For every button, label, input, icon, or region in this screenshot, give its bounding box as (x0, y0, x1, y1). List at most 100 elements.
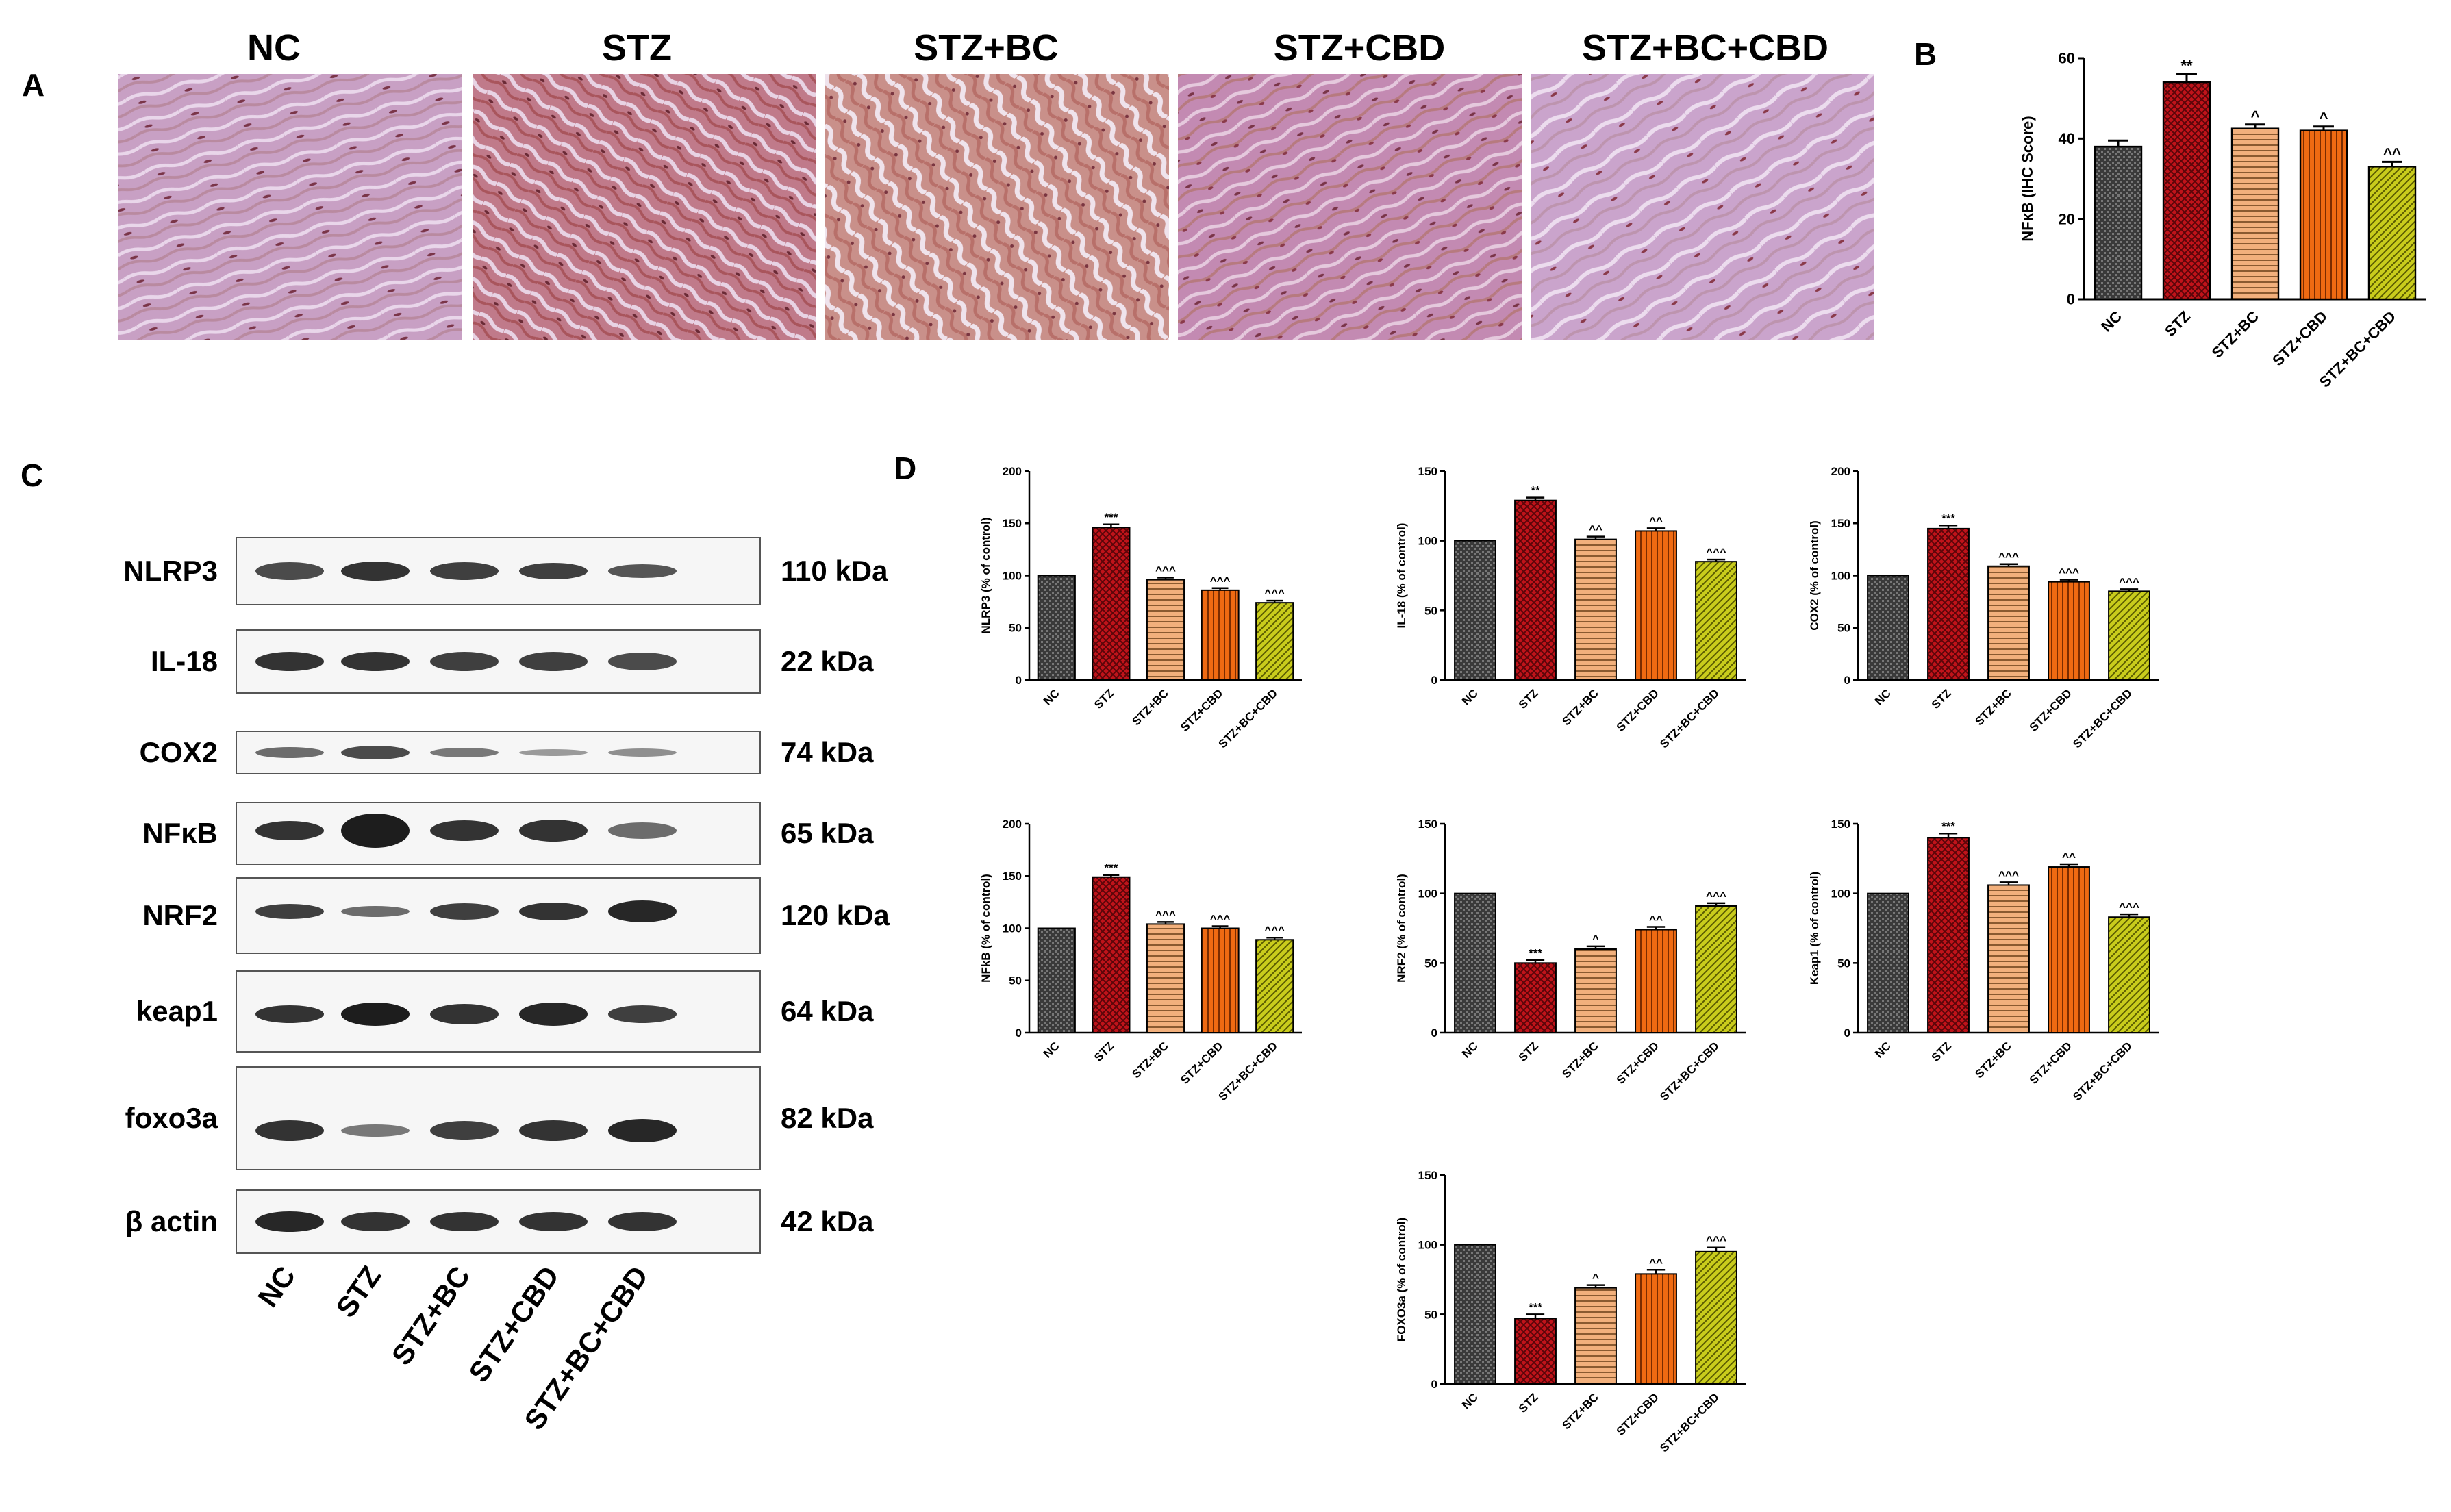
y-tick-label: 0 (1431, 1378, 1437, 1391)
bar (2108, 916, 2150, 1033)
x-tick-label: STZ+CBD (2027, 687, 2074, 734)
histology-image-stz (473, 74, 816, 340)
y-axis-label: IL-18 (% of control) (1395, 523, 1408, 629)
blot-band (519, 1003, 588, 1026)
x-tick-label: STZ+CBD (1614, 1040, 1661, 1087)
blot-band (255, 1211, 324, 1232)
bar (1146, 579, 1185, 681)
x-tick-label: STZ+CBD (1614, 1391, 1661, 1438)
x-tick-label: STZ (1929, 687, 1954, 711)
bar (1454, 1244, 1496, 1385)
bar (1092, 527, 1131, 681)
y-tick-label: 150 (1831, 517, 1850, 530)
x-tick-label: STZ+CBD (1178, 1040, 1225, 1087)
blot-band (608, 1005, 677, 1023)
bar (1514, 499, 1557, 681)
chart-nlrp3: 0 50 100 150 200 NLRP3 (% of control) NC *** STZ… (979, 465, 1302, 751)
y-tick-label: 0 (1016, 1026, 1022, 1040)
x-tick-label: STZ+BC+CBD (2070, 687, 2135, 751)
x-tick-label: STZ+BC (1129, 1040, 1171, 1081)
blot-band (341, 1124, 410, 1137)
blot-band (341, 652, 410, 671)
histology-header: STZ (602, 27, 672, 68)
x-tick-label: STZ (1092, 1040, 1116, 1064)
y-tick-label: 150 (1003, 517, 1022, 530)
y-tick-label: 20 (2059, 210, 2075, 227)
blot-band (608, 748, 677, 757)
y-tick-label: 50 (1837, 622, 1850, 635)
y-tick-label: 50 (1837, 957, 1850, 970)
bar (1037, 927, 1076, 1033)
significance-label: ** (1531, 484, 1540, 497)
x-tick-label: NC (1872, 1040, 1894, 1061)
blot-band (608, 822, 677, 839)
y-tick-label: 50 (1424, 1308, 1437, 1321)
significance-label: ** (2180, 57, 2193, 74)
y-tick-label: 40 (2059, 130, 2075, 147)
significance-label: *** (1529, 946, 1542, 959)
histology-image-stz-bc (825, 74, 1169, 340)
chart-il-18: 0 50 100 150 IL-18 (% of control) NC ** STZ ^^ ST… (1395, 465, 1746, 751)
bar (1454, 892, 1496, 1033)
significance-label: ^ (2320, 110, 2328, 127)
protein-label: NFκB (142, 817, 218, 849)
bar (1695, 1250, 1737, 1385)
x-tick-label: STZ (2161, 307, 2194, 340)
bar (2108, 590, 2150, 681)
x-tick-label: STZ+BC (1559, 687, 1601, 729)
bar (1574, 538, 1617, 681)
significance-label: ^ (2251, 108, 2260, 125)
blot-band (519, 903, 588, 920)
blot-band (341, 1003, 410, 1026)
significance-label: ^^ (1649, 1256, 1663, 1269)
blot-band (430, 748, 499, 757)
x-tick-label: NC (2098, 307, 2125, 335)
histology-header: STZ+BC (914, 27, 1059, 68)
bar (1635, 1273, 1677, 1385)
x-tick-label: STZ+BC+CBD (2070, 1040, 2135, 1104)
blot-band (430, 652, 499, 671)
y-tick-label: 150 (1418, 465, 1437, 478)
significance-label: ^^^ (1706, 1234, 1726, 1247)
blot-band (255, 904, 324, 919)
blot-band (608, 900, 677, 922)
significance-label: ^^^ (1706, 546, 1726, 559)
significance-label: ^^^ (2119, 900, 2139, 914)
y-axis-label: NFkB (% of control) (979, 874, 992, 983)
significance-label: ^ (1592, 933, 1599, 946)
y-tick-label: 150 (1831, 818, 1850, 831)
x-tick-label: NC (1041, 1040, 1062, 1061)
bar (1146, 923, 1185, 1034)
y-tick-label: 0 (1431, 1026, 1437, 1040)
y-axis-label: NLRP3 (% of control) (979, 518, 992, 634)
blot-band (608, 1212, 677, 1231)
blot-band (608, 653, 677, 670)
bar (2299, 129, 2348, 301)
bar (1867, 575, 1909, 681)
bar (1092, 876, 1131, 1034)
significance-label: ^^ (2062, 850, 2076, 864)
kda-label: 120 kDa (781, 899, 890, 931)
panel-label-d: D (894, 451, 916, 486)
blot-band (519, 820, 588, 842)
histology-image-nc (118, 74, 462, 340)
significance-label: ^^^ (1998, 551, 2019, 564)
blot-band (519, 1120, 588, 1141)
kda-label: 64 kDa (781, 995, 874, 1027)
bar (1695, 905, 1737, 1034)
y-tick-label: 200 (1003, 465, 1022, 478)
protein-label: NRF2 (142, 899, 218, 931)
blot-band (430, 1004, 499, 1024)
significance-label: ^^^ (2059, 566, 2079, 579)
bar (2367, 166, 2417, 301)
x-tick-label: STZ+BC (1129, 687, 1171, 729)
bar (1201, 589, 1240, 681)
y-axis-label: NFκB (IHC Score) (2019, 116, 2036, 241)
significance-label: ^^^ (1706, 890, 1726, 903)
blot-band (341, 1212, 410, 1231)
significance-label: ^^^ (1210, 575, 1231, 588)
y-tick-label: 50 (1009, 974, 1022, 987)
significance-label: *** (1941, 820, 1955, 833)
bar (1867, 892, 1909, 1033)
